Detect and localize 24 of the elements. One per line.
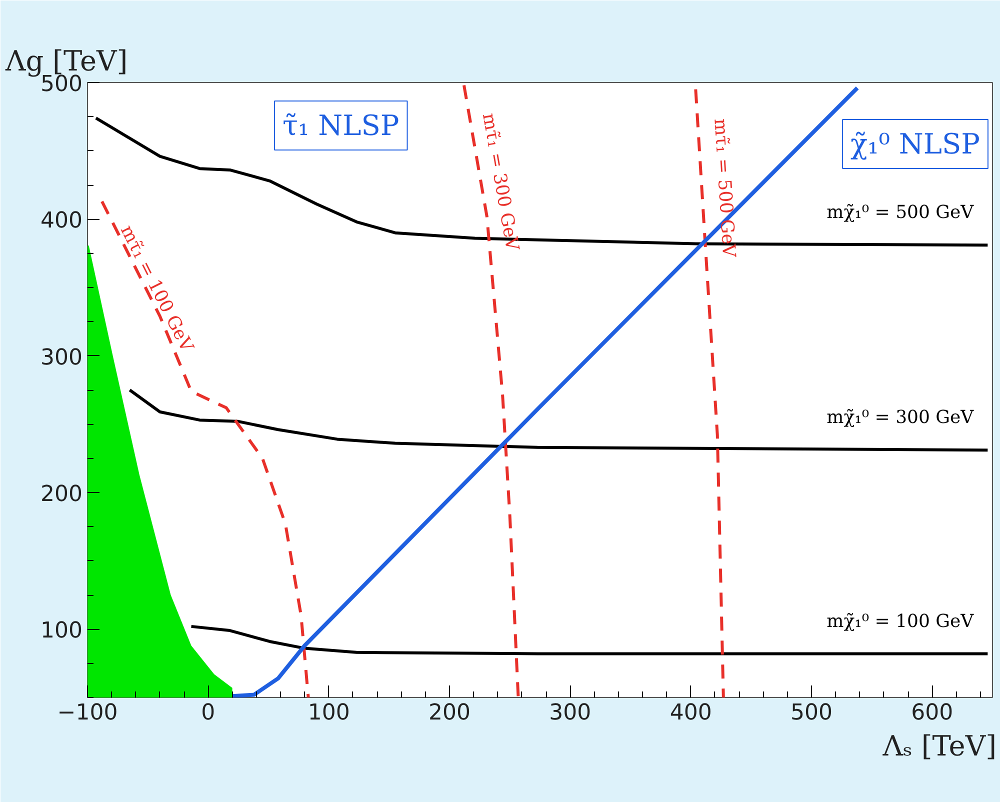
series-label: mχ̃₁⁰ = 100 GeV: [826, 610, 975, 632]
x-tick-label: 600: [911, 700, 954, 726]
text: mτ̃₁ = 300 GeV: [478, 112, 523, 254]
series-label: mχ̃₁⁰ = 500 GeV: [826, 202, 975, 224]
line-series: [462, 84, 520, 698]
x-tick-label: 500: [790, 700, 833, 726]
x-tick-label: 300: [549, 700, 592, 726]
line-series: [100, 200, 310, 698]
x-tick-label: 200: [428, 700, 471, 726]
x-tick-label: 400: [670, 700, 712, 726]
y-tick-label: 200: [40, 482, 83, 507]
annotation: χ̃₁⁰ NLSP: [850, 128, 980, 160]
x-tick-label: 0: [201, 700, 216, 726]
series-label: mχ̃₁⁰ = 300 GeV: [826, 407, 975, 428]
x-tick-label: −100: [57, 700, 118, 726]
y-tick-label: 300: [40, 345, 83, 370]
y-tick-label: 400: [40, 208, 83, 234]
annotation: τ̃₁ NLSP: [282, 109, 400, 142]
text: mτ̃₁ = 100 GeV: [116, 222, 198, 356]
text: mτ̃₁ = 500 GeV: [710, 118, 740, 259]
x-tick-label: 100: [308, 700, 350, 726]
x-axis-title: Λₛ [TeV]: [882, 730, 997, 762]
line-series: [128, 388, 990, 452]
y-tick-label: 100: [40, 618, 83, 644]
